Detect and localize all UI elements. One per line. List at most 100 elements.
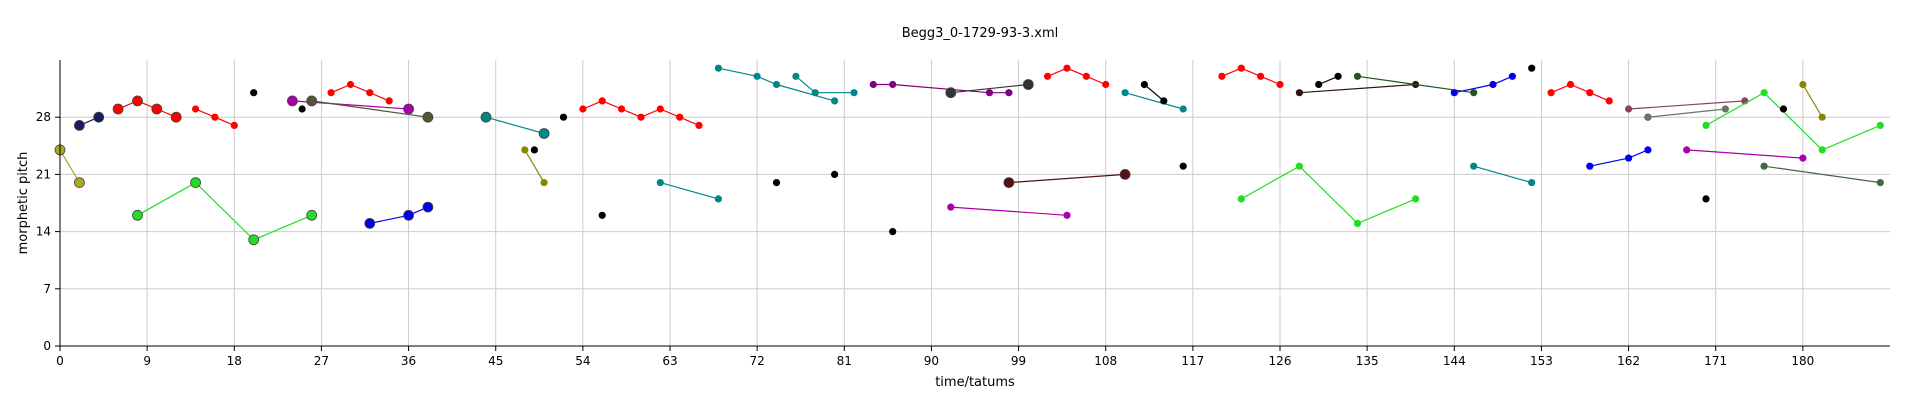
data-point	[1721, 105, 1729, 113]
y-tick-label: 0	[43, 339, 51, 353]
x-tick-label: 108	[1094, 354, 1117, 368]
data-point	[422, 111, 434, 123]
series-line	[1473, 165, 1532, 184]
y-tick-label: 14	[36, 225, 51, 239]
data-point	[945, 87, 957, 99]
series-43	[1644, 105, 1729, 121]
data-point	[250, 89, 258, 97]
data-point	[753, 72, 761, 80]
series-line	[1550, 83, 1610, 102]
series-line	[718, 67, 835, 102]
series-line	[950, 206, 1068, 216]
series-line	[330, 83, 390, 102]
data-point	[811, 89, 819, 97]
y-axis-ticks: 0 7 14 21 28	[36, 110, 60, 353]
data-point	[714, 64, 723, 72]
data-point	[530, 146, 539, 154]
data-point	[1818, 113, 1826, 121]
data-point	[1160, 97, 1168, 105]
data-point	[1276, 80, 1284, 89]
x-tick-label: 117	[1181, 354, 1204, 368]
data-point	[714, 195, 723, 203]
data-point	[637, 113, 645, 121]
data-point	[1063, 64, 1071, 72]
data-point	[306, 95, 318, 107]
data-point	[364, 217, 376, 229]
x-tick-label: 153	[1530, 354, 1553, 368]
series-11	[480, 111, 550, 139]
x-tick-label: 63	[662, 354, 677, 368]
series-0	[54, 144, 85, 189]
data-point	[1450, 89, 1458, 97]
x-tick-label: 171	[1704, 354, 1727, 368]
series-line	[369, 206, 429, 224]
data-point	[598, 211, 606, 219]
data-point	[211, 113, 219, 121]
data-point	[772, 80, 781, 89]
data-point	[1044, 72, 1052, 80]
data-point	[1625, 105, 1633, 113]
x-tick-label: 180	[1791, 354, 1814, 368]
data-point	[1799, 80, 1807, 89]
series-line	[1008, 173, 1126, 184]
x-tick-label: 27	[314, 354, 329, 368]
data-point	[132, 209, 143, 221]
data-point	[579, 105, 587, 113]
series-39	[1547, 80, 1613, 105]
data-point	[1140, 80, 1148, 89]
data-point	[1818, 146, 1826, 154]
series-23	[869, 80, 1013, 97]
data-point	[869, 80, 877, 89]
data-point	[1470, 89, 1478, 97]
series-line	[1802, 84, 1823, 118]
series-28	[1121, 89, 1187, 113]
series-line	[311, 100, 428, 118]
series-47	[1779, 105, 1788, 113]
data-point	[1508, 72, 1516, 80]
data-point	[1257, 72, 1265, 80]
data-point	[1082, 72, 1090, 80]
data-point	[792, 72, 800, 80]
data-point	[1528, 64, 1536, 72]
series-35	[1353, 72, 1478, 97]
data-point	[559, 113, 568, 121]
data-point	[306, 209, 318, 221]
series-38	[1470, 162, 1536, 187]
series-24	[945, 79, 1034, 99]
series-line	[1454, 75, 1513, 94]
data-point	[327, 89, 335, 97]
series-3	[192, 105, 238, 129]
data-point	[366, 89, 374, 97]
series-32	[1237, 162, 1420, 227]
x-tick-label: 9	[143, 354, 151, 368]
chart-title: Begg3_0-1729-93-3.xml	[902, 26, 1059, 41]
data-point	[1353, 219, 1362, 227]
x-tick-label: 36	[401, 354, 416, 368]
series-18	[714, 64, 839, 105]
data-point	[1102, 80, 1110, 89]
series-25	[947, 203, 1071, 219]
data-point	[889, 228, 897, 236]
data-point	[1119, 168, 1131, 180]
series-26	[1003, 168, 1131, 189]
series-line	[524, 149, 545, 183]
series-line	[1124, 92, 1184, 110]
data-point	[947, 203, 955, 211]
series-6	[286, 95, 415, 115]
series-20	[772, 179, 781, 187]
data-point	[1760, 89, 1768, 97]
series-27	[1044, 64, 1110, 89]
data-point	[1702, 121, 1710, 129]
data-point	[889, 80, 897, 89]
y-tick-label: 7	[43, 282, 51, 296]
data-point	[1799, 154, 1807, 162]
series-line	[1144, 84, 1165, 102]
series-17	[656, 179, 723, 203]
series-30	[1179, 162, 1187, 170]
x-tick-label: 18	[227, 354, 242, 368]
data-point	[480, 111, 492, 123]
series-line	[1686, 149, 1803, 159]
series-44	[1683, 146, 1807, 162]
series-16	[598, 211, 606, 219]
